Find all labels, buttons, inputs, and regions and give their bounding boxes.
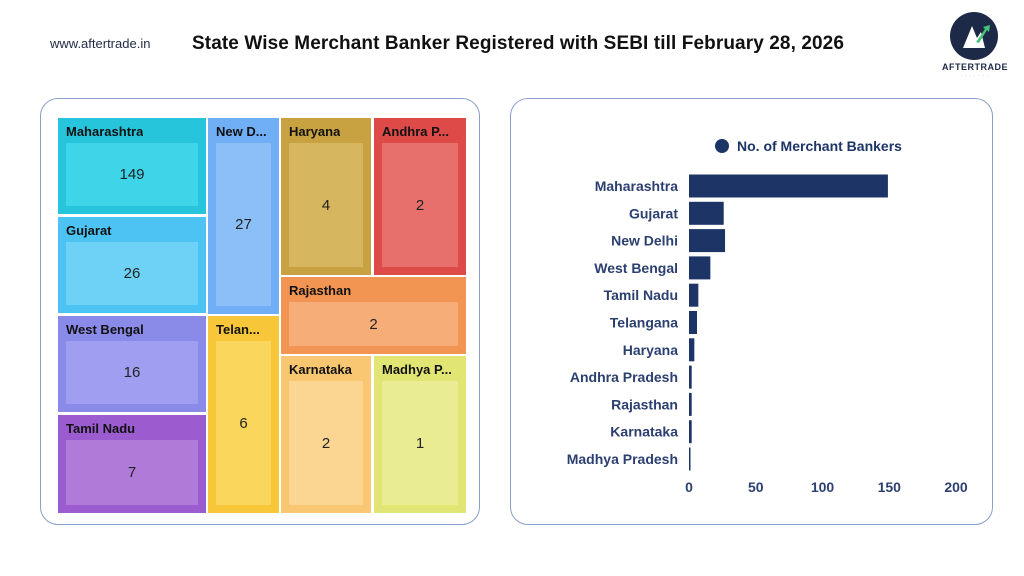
bar-category-label: Rajasthan (611, 396, 678, 412)
site-url[interactable]: www.aftertrade.in (50, 36, 151, 51)
bar (689, 174, 888, 198)
treemap-tile-value: 16 (66, 341, 198, 404)
legend-label: No. of Merchant Bankers (737, 138, 902, 154)
bar-category-label: Gujarat (629, 205, 678, 221)
x-tick-label: 100 (811, 479, 835, 495)
bar-chart: No. of Merchant Bankers Maharashtra Gujara… (567, 138, 968, 495)
bar-category-label: Karnataka (610, 424, 678, 440)
bar (689, 256, 711, 280)
bar (689, 420, 692, 444)
treemap-tile-value: 27 (216, 143, 271, 306)
treemap-tile-label: Madhya P... (382, 362, 452, 377)
treemap-tile-label: Tamil Nadu (66, 421, 136, 436)
bar-category-label: New Delhi (611, 233, 678, 249)
logo-arrow-icon (963, 25, 990, 48)
treemap-tile: Gujarat 26 (58, 217, 206, 313)
treemap-tile-value: 4 (289, 143, 363, 267)
bar-category-label: Telangana (610, 315, 678, 331)
bar (689, 311, 698, 334)
bar-category-label: Tamil Nadu (604, 287, 678, 303)
treemap-tile: Haryana 4 (281, 118, 371, 275)
treemap-tile: Tamil Nadu 7 (58, 415, 206, 513)
treemap-tile-value: 149 (66, 143, 198, 206)
bar (689, 392, 692, 416)
bar (689, 229, 726, 253)
treemap-tile: Telan... 6 (208, 316, 279, 513)
x-tick-label: 150 (878, 479, 902, 495)
x-tick-label: 0 (685, 479, 693, 495)
bar-category-label: Andhra Pradesh (570, 369, 678, 385)
logo-circle (950, 12, 998, 60)
treemap-tile: West Bengal 16 (58, 316, 206, 412)
treemap-tile-label: West Bengal (66, 322, 144, 337)
treemap-tile-value: 1 (382, 381, 458, 505)
aftertrade-logo: AFTERTRADE · · · · · · · (940, 10, 1010, 80)
treemap-tile-label: Gujarat (66, 223, 112, 238)
treemap-tile: Karnataka 2 (281, 356, 371, 513)
treemap-tile-label: Karnataka (289, 362, 352, 377)
treemap-panel: Maharashtra 149 Gujarat 26 West Bengal 16 Tami… (40, 98, 480, 525)
bar-category-label: Haryana (623, 342, 678, 358)
treemap-tile-value: 2 (289, 302, 458, 346)
bar-chart-panel: No. of Merchant Bankers Maharashtra Gujara… (510, 98, 993, 525)
x-tick-label: 200 (944, 479, 968, 495)
treemap-tile-value: 2 (289, 381, 363, 505)
legend-marker (715, 139, 729, 153)
bar (689, 338, 695, 362)
treemap-tile-label: Maharashtra (66, 124, 144, 139)
treemap-tile: Andhra P... 2 (374, 118, 466, 275)
treemap-tile-label: Telan... (216, 322, 260, 337)
treemap-tile-label: Andhra P... (382, 124, 449, 139)
page-title: State Wise Merchant Banker Registered wi… (192, 33, 844, 54)
bar (689, 201, 724, 225)
treemap-tile-value: 6 (216, 341, 271, 505)
treemap-tile-label: Rajasthan (289, 283, 352, 298)
logo-text: AFTERTRADE (942, 62, 1008, 72)
bar (689, 447, 691, 471)
treemap-tile-value: 26 (66, 242, 198, 305)
bar-category-label: Maharashtra (595, 178, 678, 194)
treemap-tile: New D... 27 (208, 118, 279, 314)
bar (689, 365, 692, 389)
treemap-tile: Madhya P... 1 (374, 356, 466, 513)
bar (689, 283, 699, 307)
x-tick-label: 50 (748, 479, 764, 495)
treemap-tile-value: 2 (382, 143, 458, 267)
treemap-tile: Rajasthan 2 (281, 277, 466, 354)
bar-category-label: West Bengal (594, 260, 678, 276)
logo-tagline: · · · · · · · (960, 73, 990, 78)
bar-category-label: Madhya Pradesh (567, 451, 678, 467)
treemap-tile: Maharashtra 149 (58, 118, 206, 214)
treemap-tile-label: New D... (216, 124, 267, 139)
treemap-tile-value: 7 (66, 440, 198, 505)
treemap-tile-label: Haryana (289, 124, 341, 139)
